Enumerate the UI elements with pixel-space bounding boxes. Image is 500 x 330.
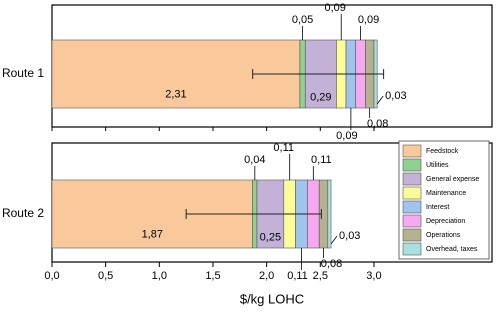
value-label: 0,04	[244, 154, 265, 166]
legend-label: Maintenance	[426, 190, 466, 197]
value-label: 0,11	[287, 270, 308, 282]
value-label: 0,05	[292, 14, 313, 26]
value-label: 0,29	[310, 92, 331, 104]
legend-swatch	[402, 214, 422, 228]
legend-swatch	[402, 200, 422, 214]
value-label: 0,03	[339, 230, 360, 242]
legend-label: Operations	[426, 232, 461, 239]
legend-swatch	[402, 186, 422, 200]
value-label: 0,25	[260, 232, 281, 244]
legend-swatch	[402, 158, 422, 172]
legend-box	[398, 140, 490, 260]
value-label: 2,31	[165, 88, 186, 100]
legend-swatch	[402, 172, 422, 186]
value-label: 1,87	[142, 228, 163, 240]
value-label: 0,09	[358, 14, 379, 26]
x-tick-label: 1,0	[152, 270, 167, 282]
category-label: Route 1	[2, 66, 44, 80]
legend-label: Overhead, taxes	[426, 246, 478, 253]
value-label: 0,08	[321, 258, 342, 270]
bar-segment	[327, 179, 332, 249]
value-label: 0,03	[385, 90, 406, 102]
legend-label: General expense	[426, 176, 479, 183]
x-tick-label: 0,5	[98, 270, 113, 282]
value-label: 0,09	[325, 2, 346, 14]
value-label: 0,08	[367, 118, 388, 130]
legend-label: Feedstock	[426, 148, 459, 155]
value-label: 0,11	[273, 142, 294, 154]
x-tick-label: 0,0	[44, 270, 59, 282]
legend-swatch	[402, 144, 422, 158]
value-label: 0,09	[336, 130, 357, 142]
category-label: Route 2	[2, 206, 44, 220]
legend-label: Depreciation	[426, 218, 465, 225]
leader-line	[330, 235, 338, 245]
legend-label: Interest	[426, 204, 449, 211]
legend-swatch	[402, 228, 422, 242]
x-tick-label: 2,5	[313, 270, 328, 282]
legend-label: Utilities	[426, 162, 449, 169]
legend-swatch	[402, 242, 422, 256]
value-label: 0,11	[311, 154, 332, 166]
x-axis-title: $/kg LOHC	[240, 291, 304, 306]
x-tick-label: 1,5	[205, 270, 220, 282]
x-tick-label: 2,0	[259, 270, 274, 282]
leader-line	[376, 95, 384, 105]
legend: Feedstock Utilities General expense Mainten…	[398, 140, 490, 260]
x-tick-label: 3,0	[366, 270, 381, 282]
